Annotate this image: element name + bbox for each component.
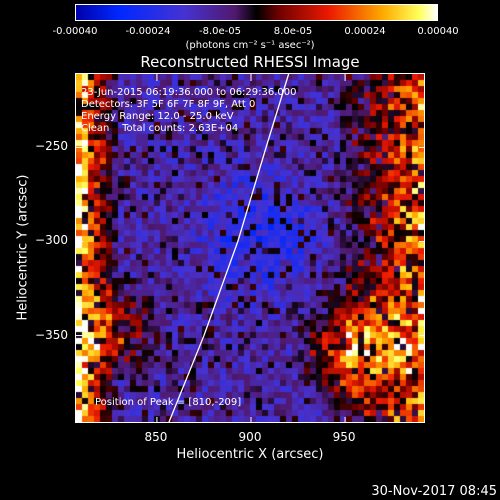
y-tick-label: −300 [35, 233, 68, 248]
colorbar [75, 4, 438, 21]
colorbar-tick: 8.0e-05 [273, 26, 313, 37]
solar-limb-line [168, 74, 290, 422]
x-tick-label: 950 [332, 430, 356, 444]
colorbar-tick: -0.00040 [52, 26, 98, 37]
plot-area [75, 73, 425, 423]
x-tick-label: 900 [238, 430, 262, 444]
colorbar-tick: 0.00024 [344, 26, 386, 37]
colorbar-tick: 0.00040 [417, 26, 459, 37]
x-tick-label: 850 [144, 430, 168, 444]
colorbar-tick: -0.00024 [125, 26, 171, 37]
timestamp: 30-Nov-2017 08:45 [371, 484, 497, 499]
detectors-annotation: Detectors: 3F 5F 6F 7F 8F 9F, Att 0 [81, 99, 256, 110]
energy-annotation: Energy Range: 12.0 - 25.0 keV [81, 111, 234, 122]
time-range-annotation: 23-Jun-2015 06:19:36.000 to 06:29:36.000 [81, 87, 297, 98]
heatmap-image [76, 74, 424, 422]
x-axis-label: Heliocentric X (arcsec) [176, 447, 324, 462]
plot-overlay [76, 74, 424, 422]
y-tick-label: −250 [35, 139, 68, 154]
peak-annotation: Position of Peak = [810,-209] [95, 397, 242, 408]
y-tick-label: −350 [35, 327, 68, 342]
colorbar-tick: -8.0e-05 [199, 26, 241, 37]
y-axis-label: Heliocentric Y (arcsec) [15, 174, 31, 321]
chart-title: Reconstructed RHESSI Image [140, 53, 360, 71]
colorbar-units: (photons cm⁻² s⁻¹ asec⁻²) [185, 40, 315, 51]
method-annotation: Clean Total counts: 2.63E+04 [81, 123, 239, 134]
